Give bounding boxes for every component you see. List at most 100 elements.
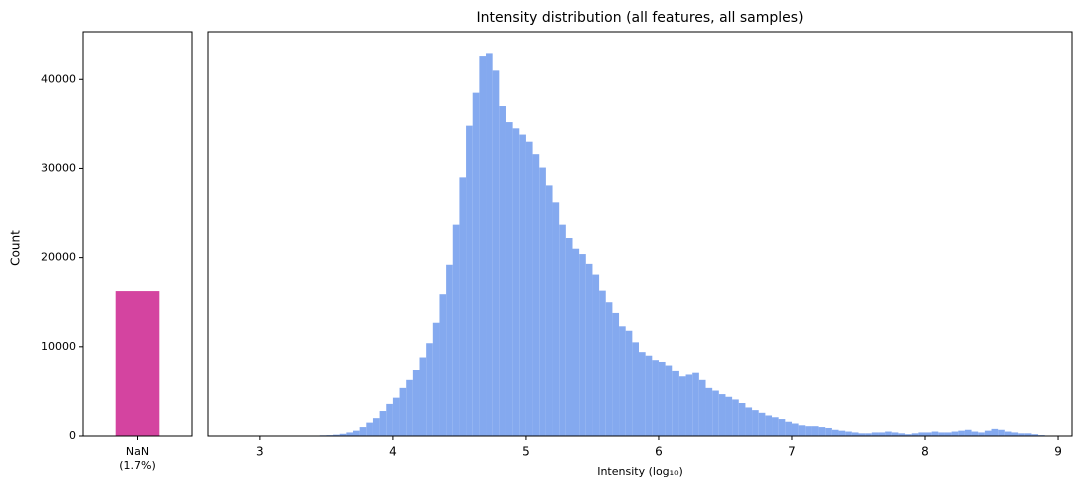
x-tick-label: 3: [256, 445, 264, 459]
histogram-bar: [432, 322, 440, 436]
histogram-bar: [818, 427, 826, 436]
histogram-bar: [845, 431, 852, 436]
x-tick-label: 4: [389, 445, 397, 459]
histogram-bar: [838, 430, 846, 436]
histogram-bar: [645, 355, 653, 436]
x-tick-label: 7: [788, 445, 796, 459]
histogram-bar: [778, 419, 786, 436]
histogram-bar: [858, 433, 866, 436]
histogram-bar: [599, 290, 606, 436]
histogram-bar: [639, 352, 646, 436]
histogram-bar: [958, 430, 965, 436]
histogram-bar: [938, 432, 945, 436]
histogram-bar: [459, 177, 467, 436]
histogram-bar: [346, 432, 353, 436]
histogram-bar: [632, 342, 640, 436]
histogram-bar: [718, 394, 726, 436]
histogram-bar: [426, 343, 433, 436]
histogram-bar: [825, 427, 832, 436]
histogram-bar: [612, 312, 620, 436]
histogram-bar: [765, 415, 773, 436]
histogram-bar: [519, 134, 526, 436]
axes-frame: [207, 31, 1073, 437]
histogram-bar: [678, 376, 686, 436]
histogram-bar: [412, 370, 420, 436]
histogram-bar: [446, 264, 453, 436]
histogram-bar: [712, 390, 719, 436]
histogram-bar: [745, 407, 753, 436]
x-tick-label-line: (1.7%): [119, 459, 156, 472]
histogram-bar: [532, 154, 540, 436]
histogram-bar: [665, 365, 673, 436]
y-tick-label: 10000: [41, 340, 76, 353]
y-tick-label: 30000: [41, 161, 76, 174]
histogram-bar: [512, 128, 520, 437]
histogram-bar: [366, 422, 373, 436]
histogram-bar: [479, 56, 487, 437]
histogram-bar: [486, 53, 493, 437]
histogram-bar: [372, 418, 380, 436]
chart-title: Intensity distribution (all features, al…: [476, 10, 803, 26]
axes-frame: [82, 31, 193, 437]
histogram-bar: [386, 403, 393, 436]
histogram-bar: [732, 399, 739, 436]
histogram-bar: [392, 397, 400, 436]
histogram-bar: [871, 432, 879, 436]
histogram-bar: [499, 106, 506, 437]
y-axis-label: Count: [9, 230, 23, 266]
histogram-bar: [785, 421, 792, 436]
histogram-bar: [658, 361, 666, 436]
histogram-bar: [579, 254, 586, 436]
x-tick-label: 6: [655, 445, 663, 459]
x-axis-label: Intensity (log₁₀): [597, 465, 683, 478]
histogram-bar: [978, 432, 985, 436]
histogram-bar: [911, 433, 919, 436]
histogram-bar: [472, 92, 480, 436]
bar: [115, 291, 160, 436]
histogram-bar: [1018, 433, 1025, 436]
histogram-bar: [619, 326, 626, 436]
histogram-bar: [545, 185, 553, 436]
histogram-bar: [851, 432, 859, 436]
histogram-bar: [725, 396, 733, 436]
histogram-bar: [1024, 433, 1032, 436]
histogram-bar: [991, 428, 999, 436]
x-tick-label: 8: [921, 445, 929, 459]
x-tick-label: NaN (1.7%): [119, 445, 156, 472]
y-tick-label: 40000: [41, 72, 76, 85]
histogram-bar: [944, 432, 952, 436]
histogram-bar: [931, 431, 939, 436]
histogram-bar: [698, 379, 706, 436]
x-tick-label-line: NaN: [126, 445, 149, 458]
histogram-bar: [505, 122, 513, 436]
histogram-bar: [439, 294, 447, 436]
histogram-bar: [998, 429, 1005, 436]
histogram-bar: [525, 141, 533, 436]
histogram-bar: [352, 430, 360, 436]
histogram-bar: [865, 433, 872, 436]
histogram-bar: [492, 70, 500, 436]
histogram-bar: [359, 427, 367, 436]
histogram-bar: [752, 410, 759, 436]
histogram-bar: [925, 432, 932, 436]
histogram-bar: [652, 360, 659, 436]
histogram-bar: [918, 432, 926, 436]
histogram-bar: [625, 330, 633, 436]
histogram-bar: [672, 370, 679, 436]
histogram-bar: [951, 431, 959, 436]
histogram-bar: [805, 426, 812, 436]
histogram-bar: [811, 426, 819, 436]
histogram-bar: [339, 433, 347, 436]
histogram-bar: [552, 202, 560, 436]
x-tick-label: 9: [1054, 445, 1062, 459]
histogram-bar: [452, 224, 460, 436]
histogram-bar: [585, 263, 593, 436]
histogram-bar: [984, 430, 992, 436]
histogram-bar: [379, 411, 387, 436]
histogram-bar: [878, 432, 886, 436]
histogram-bar: [559, 224, 566, 436]
histogram-bar: [1004, 431, 1012, 436]
histogram-bar: [466, 125, 473, 436]
histogram-bar: [605, 302, 613, 436]
